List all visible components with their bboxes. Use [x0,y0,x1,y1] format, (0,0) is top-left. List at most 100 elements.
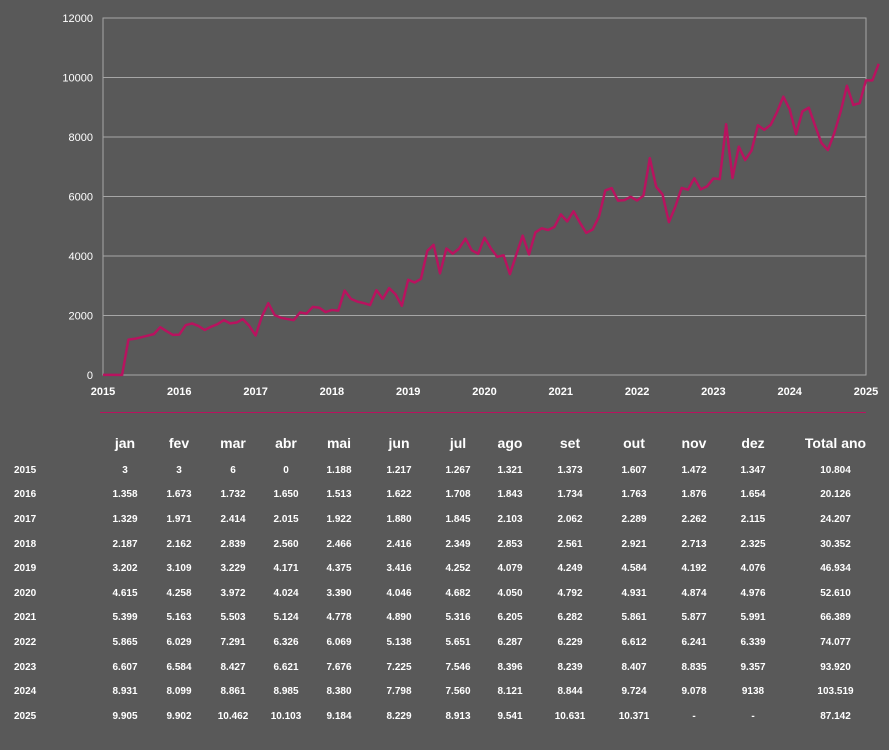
x-tick-label: 2023 [701,386,725,398]
table-body: 2015 3 3 6 0 1.188 1.217 1.267 1.321 1.373 1.607 1.… [0,458,889,729]
year-total-cell: 74.077 [820,636,851,648]
month-value-cell: 5.861 [621,612,647,624]
year-total-cell: 103.519 [817,686,854,698]
month-value-cell: 1.734 [557,489,583,501]
month-value-cell: 2.713 [681,538,707,550]
month-value-cell: - [692,710,696,722]
month-value-cell: 2.416 [386,538,412,550]
month-value-cell: 8.121 [497,686,523,698]
month-value-cell: 1.650 [273,489,299,501]
row-year-label: 2021 [14,612,37,624]
month-value-cell: 5.865 [112,636,138,648]
month-value-cell: 7.798 [386,686,412,698]
month-value-cell: 1.922 [326,513,352,525]
month-value-cell: 1.880 [386,513,412,525]
year-total-cell: 24.207 [820,513,851,525]
month-value-cell: 1.622 [386,489,412,501]
year-total-cell: 66.389 [820,612,851,624]
table-row: 2024 8.931 8.099 8.861 8.985 8.380 7.798 7.560 8… [0,679,889,704]
month-value-cell: 4.252 [445,563,471,575]
month-value-cell: 2.103 [497,513,523,525]
month-value-cell: 8.844 [557,686,583,698]
y-tick-label: 12000 [62,13,93,25]
month-value-cell: 8.396 [497,661,523,673]
table-row: 2020 4.615 4.258 3.972 4.024 3.390 4.046 4.682 4… [0,581,889,606]
month-value-cell: 1.654 [740,489,766,501]
month-value-cell: 2.414 [220,513,246,525]
table-header-row: jan fev mar abr mai jun jul ago set out … [0,428,889,458]
month-value-cell: 6.205 [497,612,523,624]
table-row: 2017 1.329 1.971 2.414 2.015 1.922 1.880 1.845 2… [0,507,889,532]
month-value-cell: 9.902 [166,710,192,722]
month-value-cell: 2.325 [740,538,766,550]
month-value-cell: 5.991 [740,612,766,624]
row-year-label: 2024 [14,686,37,698]
month-value-cell: 3 [122,464,128,476]
month-value-cell: 6.229 [557,636,583,648]
month-value-cell: 3.390 [326,587,352,599]
month-value-cell: 1.188 [326,464,352,476]
row-year-label: 2025 [14,710,37,722]
y-tick-label: 2000 [69,311,93,323]
month-value-cell: 7.676 [326,661,352,673]
month-value-cell: 1.845 [445,513,471,525]
y-tick-label: 8000 [69,132,93,144]
month-value-cell: 8.229 [386,710,412,722]
table-row: 2018 2.187 2.162 2.839 2.560 2.466 2.416 2.349 2… [0,532,889,557]
monthly-data-table: jan fev mar abr mai jun jul ago set out … [0,428,889,729]
month-value-cell: 2.561 [557,538,583,550]
month-value-cell: 5.399 [112,612,138,624]
year-total-cell: 93.920 [820,661,851,673]
x-tick-label: 2018 [320,386,344,398]
column-header-abr: abr [275,435,297,451]
year-total-cell: 87.142 [820,710,851,722]
y-tick-label: 0 [87,370,93,382]
column-header-dez: dez [741,435,765,451]
month-value-cell: 9.078 [681,686,707,698]
month-value-cell: 10.371 [618,710,650,722]
table-row: 2016 1.358 1.673 1.732 1.650 1.513 1.622 1.708 1… [0,483,889,508]
month-value-cell: 4.171 [273,563,299,575]
column-header-jan: jan [114,435,136,451]
column-header-mar: mar [220,435,246,451]
month-value-cell: 1.329 [112,513,138,525]
y-tick-label: 10000 [62,73,93,85]
month-value-cell: 4.778 [326,612,352,624]
month-value-cell: 4.249 [557,563,583,575]
corner-cell [0,428,98,458]
month-value-cell: 5.651 [445,636,471,648]
month-value-cell: 4.931 [621,587,647,599]
month-value-cell: 6.241 [681,636,707,648]
month-value-cell: 3.972 [220,587,246,599]
x-tick-label: 2019 [396,386,420,398]
row-year-label: 2019 [14,563,37,575]
month-value-cell: 4.050 [497,587,523,599]
column-header-jun: jun [388,435,410,451]
month-value-cell: 1.321 [497,464,523,476]
month-value-cell: 0 [283,464,289,476]
month-value-cell: 2.853 [497,538,523,550]
x-tick-label: 2021 [549,386,573,398]
month-value-cell: 1.217 [386,464,412,476]
column-header-nov: nov [681,435,707,451]
x-tick-label: 2016 [167,386,191,398]
month-value-cell: 1.358 [112,489,138,501]
month-value-cell: 6.069 [326,636,352,648]
month-value-cell: 9.541 [497,710,523,722]
month-value-cell: 4.682 [445,587,471,599]
y-tick-label: 4000 [69,251,93,263]
x-tick-label: 2017 [243,386,267,398]
month-value-cell: 6.029 [166,636,192,648]
column-header-ago: ago [497,435,523,451]
month-value-cell: 8.931 [112,686,138,698]
row-year-label: 2017 [14,513,37,525]
month-value-cell: 9.724 [621,686,647,698]
month-value-cell: 2.560 [273,538,299,550]
table-row: 2021 5.399 5.163 5.503 5.124 4.778 4.890 5.316 6… [0,606,889,631]
month-value-cell: 1.971 [166,513,192,525]
year-total-cell: 20.126 [820,489,851,501]
month-value-cell: 4.076 [740,563,766,575]
month-value-cell: 5.877 [681,612,707,624]
month-value-cell: 2.466 [326,538,352,550]
month-value-cell: 8.913 [445,710,471,722]
